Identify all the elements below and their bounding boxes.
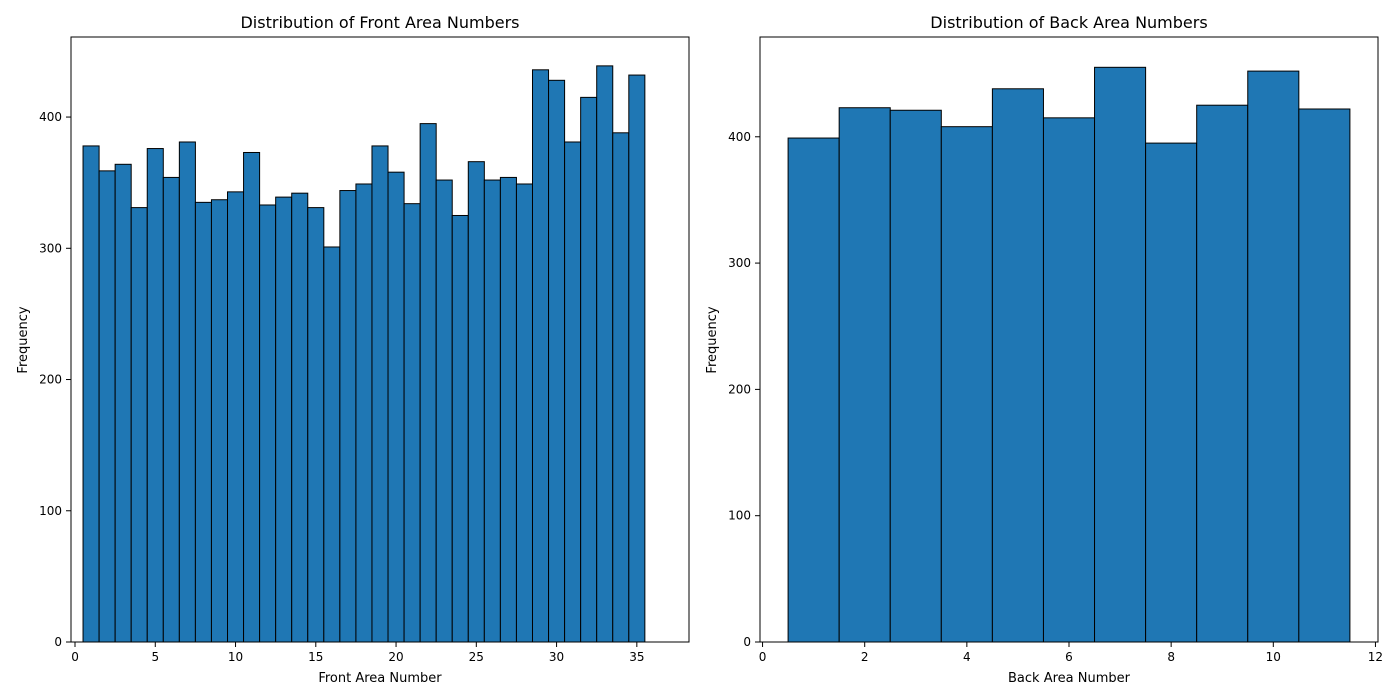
- x-tick-label: 35: [629, 650, 644, 664]
- y-axis-label: Frequency: [705, 306, 720, 373]
- histogram-bar: [130, 207, 148, 643]
- histogram-bar: [387, 171, 405, 643]
- y-tick-label: 300: [39, 241, 62, 255]
- histogram-bar: [371, 145, 389, 643]
- x-tick-label: 0: [759, 650, 767, 664]
- x-axis-label: Back Area Number: [1008, 671, 1131, 686]
- histogram-bar: [275, 196, 293, 643]
- histogram-bar: [435, 179, 453, 643]
- bars-group: [787, 66, 1351, 643]
- histogram-bar: [548, 79, 566, 643]
- histogram-bar: [515, 183, 533, 643]
- y-tick-label: 100: [728, 509, 751, 523]
- x-tick-label: 30: [549, 650, 564, 664]
- histogram-bar: [1094, 66, 1147, 643]
- histogram-bar: [838, 107, 891, 643]
- histogram-bar: [98, 170, 116, 643]
- histogram-bar: [1196, 104, 1249, 643]
- y-tick-label: 200: [728, 382, 751, 396]
- histogram-bar: [467, 161, 485, 643]
- histogram-bar: [628, 74, 646, 643]
- histogram-bar: [194, 201, 212, 643]
- histogram-bar: [227, 191, 245, 643]
- x-tick-label: 20: [388, 650, 403, 664]
- ticks-group: 0 2 4 6 8 10 12 0 100 200 300 400: [728, 130, 1383, 664]
- y-tick-label: 200: [39, 373, 62, 387]
- x-tick-label: 0: [71, 650, 79, 664]
- histogram-bar: [991, 88, 1044, 643]
- histogram-bar: [580, 96, 598, 643]
- histogram-bar: [1298, 108, 1351, 643]
- histogram-bar: [612, 132, 630, 643]
- x-tick-label: 8: [1167, 650, 1175, 664]
- plot-frame: [70, 36, 690, 643]
- histogram-bar: [178, 141, 196, 643]
- x-tick-label: 15: [308, 650, 323, 664]
- histogram-bar: [355, 183, 373, 643]
- histogram-bar: [307, 207, 325, 643]
- y-tick-label: 0: [743, 635, 751, 649]
- y-tick-label: 100: [39, 504, 62, 518]
- front-area-histogram: Distribution of Front Area Numbers 0 5 10 1…: [16, 13, 690, 686]
- histogram-bar: [787, 137, 840, 643]
- histogram-bar: [564, 141, 582, 643]
- x-tick-label: 25: [469, 650, 484, 664]
- histogram-bar: [596, 65, 614, 643]
- chart-title: Distribution of Back Area Numbers: [930, 13, 1207, 32]
- x-tick-label: 10: [1266, 650, 1281, 664]
- histogram-bar: [259, 204, 277, 643]
- x-tick-label: 6: [1065, 650, 1073, 664]
- histogram-bar: [82, 145, 100, 643]
- histogram-bar: [419, 123, 437, 643]
- histogram-bar: [291, 192, 309, 643]
- histogram-bar: [531, 69, 550, 643]
- histogram-bar: [499, 176, 517, 643]
- y-tick-label: 400: [728, 130, 751, 144]
- back-area-histogram: Distribution of Back Area Numbers 0 2 4 6 8 1…: [705, 13, 1383, 686]
- histogram-bar: [210, 199, 229, 643]
- histogram-bar: [483, 179, 501, 643]
- histogram-bar: [339, 190, 357, 643]
- x-tick-label: 10: [228, 650, 243, 664]
- histogram-bar: [889, 109, 942, 643]
- y-axis-label: Frequency: [16, 306, 31, 373]
- ticks-group: 0 5 10 15 20 25 30 35 0 100 200 300 400: [39, 110, 644, 664]
- x-tick-label: 12: [1368, 650, 1383, 664]
- y-tick-label: 400: [39, 110, 62, 124]
- histogram-bar: [1042, 117, 1096, 643]
- histogram-bar: [1247, 70, 1300, 643]
- histogram-bar: [146, 148, 164, 643]
- chart-title: Distribution of Front Area Numbers: [240, 13, 519, 32]
- x-axis-label: Front Area Number: [318, 671, 442, 686]
- histogram-bar: [403, 203, 421, 643]
- x-tick-label: 5: [151, 650, 159, 664]
- x-tick-label: 4: [963, 650, 971, 664]
- histogram-bar: [162, 176, 180, 643]
- histogram-bar: [451, 214, 469, 643]
- x-tick-label: 2: [861, 650, 869, 664]
- histogram-bar: [940, 126, 993, 643]
- histogram-bar: [323, 246, 341, 643]
- y-tick-label: 0: [54, 635, 62, 649]
- plot-frame: [759, 36, 1379, 643]
- histogram-bar: [243, 151, 261, 643]
- bars-group: [82, 65, 661, 643]
- histogram-bar: [114, 163, 132, 643]
- histogram-bar: [1145, 142, 1198, 643]
- y-tick-label: 300: [728, 256, 751, 270]
